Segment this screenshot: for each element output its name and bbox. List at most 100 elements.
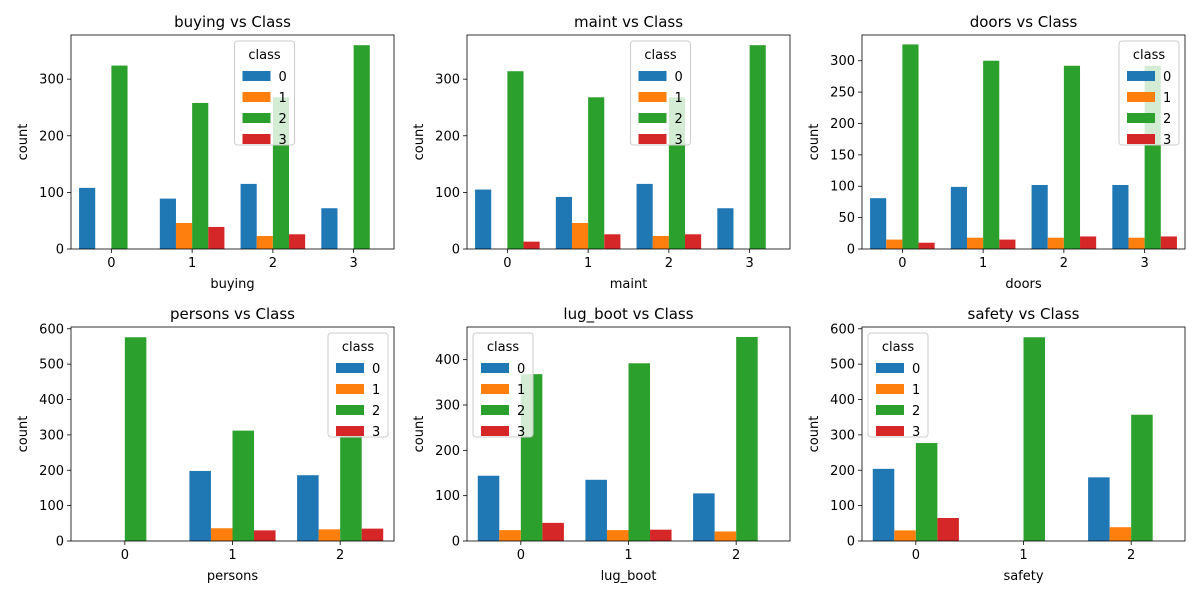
x-tick-label: 0 <box>912 548 920 563</box>
y-tick-label: 300 <box>435 73 460 88</box>
bar-class-0-cat-3 <box>321 208 338 249</box>
bar-class-1-cat-2 <box>1109 527 1132 541</box>
chart-title: buying vs Class <box>174 13 291 31</box>
x-tick-label: 0 <box>517 548 525 563</box>
bar-class-1-cat-2 <box>652 235 669 249</box>
bar-class-3-cat-1 <box>208 226 225 249</box>
y-axis-label: count <box>16 416 31 453</box>
legend-label-1: 1 <box>279 91 287 106</box>
bar-class-0-cat-1 <box>159 198 176 249</box>
legend-swatch-2 <box>876 405 904 415</box>
legend-label-3: 3 <box>279 133 287 148</box>
y-tick-label: 200 <box>830 117 855 132</box>
y-tick-label: 0 <box>847 243 855 258</box>
legend-label-0: 0 <box>675 70 683 85</box>
bar-class-2-cat-2 <box>340 427 362 541</box>
bar-class-2-cat-1 <box>628 363 651 541</box>
legend-swatch-0 <box>242 71 271 81</box>
x-tick-label: 2 <box>1127 548 1135 563</box>
bar-class-1-cat-0 <box>886 239 903 249</box>
x-axis-label: buying <box>210 277 254 292</box>
legend-label-1: 1 <box>912 383 920 398</box>
bar-class-2-cat-2 <box>1063 65 1081 249</box>
bar-class-1-cat-2 <box>1047 237 1064 249</box>
legend-label-0: 0 <box>1163 70 1171 85</box>
bar-class-2-cat-3 <box>749 45 766 249</box>
legend-label-3: 3 <box>517 425 525 440</box>
legend-title: class <box>342 340 374 355</box>
bar-class-1-cat-2 <box>318 529 341 541</box>
legend-label-3: 3 <box>1163 133 1171 148</box>
legend-label-0: 0 <box>279 70 287 85</box>
y-tick-label: 400 <box>39 393 64 408</box>
bar-class-3-cat-2 <box>289 234 306 249</box>
legend-swatch-3 <box>638 134 667 144</box>
bar-class-3-cat-1 <box>999 239 1016 249</box>
legend: class 0 1 2 3 <box>630 40 691 148</box>
x-tick-label: 2 <box>269 256 277 271</box>
bar-class-0-cat-1 <box>950 186 967 249</box>
legend-label-2: 2 <box>279 112 287 127</box>
legend-swatch-1 <box>1127 92 1155 102</box>
x-tick-label: 3 <box>1140 256 1148 271</box>
bar-class-0-cat-1 <box>585 479 607 541</box>
legend-label-1: 1 <box>1163 91 1171 106</box>
y-tick-label: 300 <box>39 428 64 443</box>
legend: class 0 1 2 3 <box>867 332 929 440</box>
legend-label-2: 2 <box>517 404 525 419</box>
y-axis-label: count <box>16 124 31 161</box>
bar-class-2-cat-3 <box>353 45 370 249</box>
bar-class-2-cat-1 <box>588 97 605 249</box>
bar-class-2-cat-0 <box>902 44 919 249</box>
bar-class-0-cat-3 <box>717 208 734 249</box>
y-tick-label: 500 <box>39 358 64 373</box>
legend-swatch-2 <box>242 113 271 123</box>
legend-label-3: 3 <box>675 133 683 148</box>
bar-class-0-cat-0 <box>475 189 492 249</box>
axes-frame <box>70 34 395 250</box>
y-tick-label: 200 <box>39 129 64 144</box>
y-tick-label: 0 <box>56 535 64 550</box>
bar-class-3-cat-0 <box>542 522 564 541</box>
y-tick-label: 500 <box>830 358 855 373</box>
subplot-buying: 0 100 200 300 0 1 2 3 buying vs Class buying count… <box>16 13 395 292</box>
legend-label-2: 2 <box>1163 112 1171 127</box>
legend-title: class <box>248 48 280 63</box>
bar-class-1-cat-1 <box>606 530 629 541</box>
bar-class-1-cat-1 <box>210 528 233 541</box>
bar-class-2-cat-0 <box>124 337 147 541</box>
bar-class-0-cat-2 <box>240 183 257 249</box>
axes-frame <box>466 34 791 250</box>
y-tick-label: 50 <box>838 211 855 226</box>
legend-title: class <box>1133 48 1165 63</box>
legend-swatch-1 <box>876 384 904 394</box>
bar-class-2-cat-0 <box>915 443 938 541</box>
legend-label-0: 0 <box>517 362 525 377</box>
bar-class-3-cat-2 <box>361 528 384 541</box>
y-tick-label: 300 <box>39 73 64 88</box>
x-tick-label: 0 <box>121 548 129 563</box>
x-axis-label: safety <box>1003 569 1043 584</box>
x-axis-label: maint <box>610 277 648 292</box>
y-tick-label: 0 <box>56 243 64 258</box>
x-tick-label: 1 <box>979 256 987 271</box>
y-axis-label: count <box>807 416 822 453</box>
x-tick-label: 0 <box>503 256 511 271</box>
x-tick-label: 3 <box>745 256 753 271</box>
legend-swatch-2 <box>481 405 509 415</box>
legend-swatch-1 <box>638 92 667 102</box>
y-tick-label: 400 <box>830 393 855 408</box>
bar-class-3-cat-0 <box>937 518 959 541</box>
bar-class-1-cat-1 <box>571 222 589 249</box>
bar-class-0-cat-2 <box>693 493 715 541</box>
subplot-persons: 0 100 200 300 400 500 600 0 1 2 persons vs Class pe… <box>16 305 395 584</box>
legend: class 0 1 2 3 <box>327 332 389 440</box>
x-tick-label: 2 <box>665 256 673 271</box>
legend: class 0 1 2 3 <box>1118 40 1180 148</box>
x-axis-label: doors <box>1005 277 1042 292</box>
legend-swatch-0 <box>1127 71 1155 81</box>
chart-title: lug_boot vs Class <box>563 305 693 324</box>
bar-class-0-cat-0 <box>79 187 96 249</box>
legend-label-1: 1 <box>372 383 380 398</box>
y-tick-label: 300 <box>830 428 855 443</box>
